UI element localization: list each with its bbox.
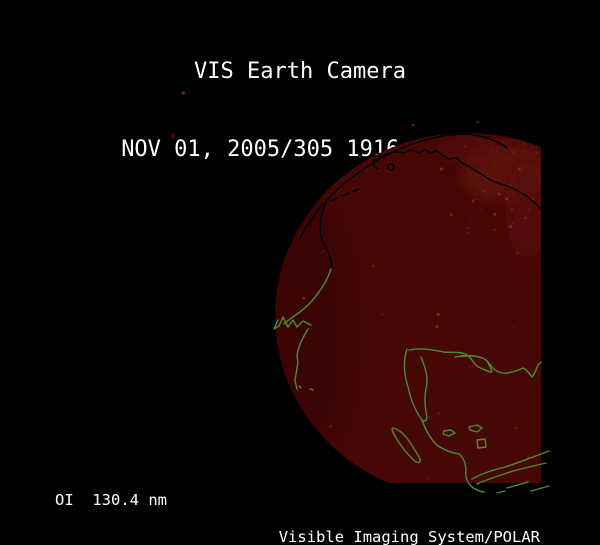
coast-wiggle (273, 316, 312, 330)
hispaniola-outline (468, 424, 483, 433)
small-island-ring (387, 163, 395, 171)
instrument-credit: Visible Imaging System/POLAR (278, 528, 540, 545)
star-speck (171, 134, 175, 138)
south-america-coast-2 (476, 462, 547, 485)
north-coastline (372, 149, 542, 210)
map-overlay-black (298, 133, 542, 270)
bright-dayglow-patch (505, 162, 541, 258)
star-speck (182, 91, 185, 94)
map-overlay-green (273, 268, 550, 494)
central-america-coast (421, 419, 485, 493)
coast-south (294, 328, 309, 390)
gulf-west-coast (403, 348, 428, 422)
title-line: VIS Earth Camera (194, 59, 406, 84)
limb-shading (275, 195, 353, 465)
wavelength-label: OI 130.4 nm (55, 491, 167, 509)
cuba-outline (391, 427, 421, 464)
gulf-north-coast (408, 348, 542, 378)
limb-noise-speck (411, 124, 415, 126)
pacific-coast (283, 268, 332, 325)
island-square-outline (476, 438, 487, 449)
jamaica-outline (442, 429, 456, 437)
terminator-arc (298, 133, 508, 241)
camera-frame (275, 133, 541, 483)
south-america-coast-1 (471, 450, 550, 480)
coast-marks (298, 385, 314, 391)
island-chain (330, 188, 360, 202)
limb-noise-speck (476, 121, 479, 123)
bright-dayglow-patch (436, 136, 500, 164)
credit-block: Visible Imaging System/POLAR The Univers… (241, 491, 540, 545)
west-coast-upper (319, 202, 333, 270)
dayglow-speckles (302, 142, 539, 480)
sky-specks (171, 91, 479, 138)
south-america-coast-3 (496, 481, 550, 494)
